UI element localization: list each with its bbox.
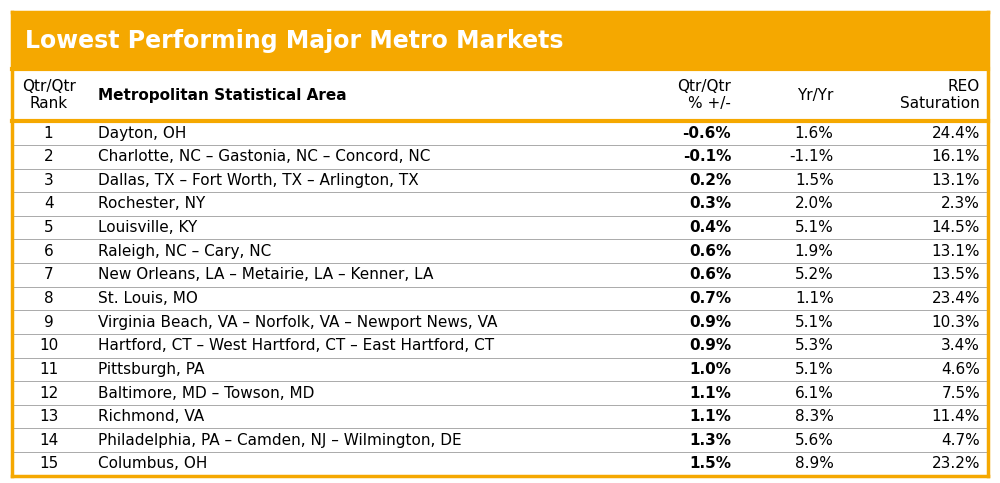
Text: 3: 3 xyxy=(44,173,53,188)
Text: 16.1%: 16.1% xyxy=(932,149,980,164)
Text: 1.3%: 1.3% xyxy=(689,433,731,448)
Bar xyxy=(12,357,988,381)
Text: Qtr/Qtr
% +/-: Qtr/Qtr % +/- xyxy=(677,79,731,112)
Text: 7: 7 xyxy=(44,268,53,283)
Text: Philadelphia, PA – Camden, NJ – Wilmington, DE: Philadelphia, PA – Camden, NJ – Wilmingt… xyxy=(98,433,462,448)
Text: New Orleans, LA – Metairie, LA – Kenner, LA: New Orleans, LA – Metairie, LA – Kenner,… xyxy=(98,268,434,283)
Text: 5.1%: 5.1% xyxy=(795,314,834,329)
Bar xyxy=(12,334,988,357)
Text: 0.7%: 0.7% xyxy=(689,291,731,306)
Text: 8.9%: 8.9% xyxy=(795,456,834,471)
Text: Virginia Beach, VA – Norfolk, VA – Newport News, VA: Virginia Beach, VA – Norfolk, VA – Newpo… xyxy=(98,314,498,329)
Bar xyxy=(12,428,988,452)
Bar xyxy=(12,216,988,240)
Text: 5.2%: 5.2% xyxy=(795,268,834,283)
Text: Rochester, NY: Rochester, NY xyxy=(98,197,205,212)
Bar xyxy=(12,12,988,69)
Text: 1: 1 xyxy=(44,126,53,141)
Text: Hartford, CT – West Hartford, CT – East Hartford, CT: Hartford, CT – West Hartford, CT – East … xyxy=(98,338,494,353)
Text: 15: 15 xyxy=(39,456,58,471)
Text: 1.1%: 1.1% xyxy=(689,385,731,400)
Text: Raleigh, NC – Cary, NC: Raleigh, NC – Cary, NC xyxy=(98,244,271,259)
Text: 0.3%: 0.3% xyxy=(689,197,731,212)
Text: 13.1%: 13.1% xyxy=(932,173,980,188)
Text: Yr/Yr: Yr/Yr xyxy=(797,87,834,103)
Text: 0.9%: 0.9% xyxy=(689,314,731,329)
Text: -1.1%: -1.1% xyxy=(789,149,834,164)
Text: Lowest Performing Major Metro Markets: Lowest Performing Major Metro Markets xyxy=(25,28,564,53)
Text: 1.6%: 1.6% xyxy=(795,126,834,141)
Text: 1.1%: 1.1% xyxy=(689,409,731,424)
Text: 4.6%: 4.6% xyxy=(941,362,980,377)
Bar xyxy=(12,263,988,287)
Text: Dayton, OH: Dayton, OH xyxy=(98,126,187,141)
Bar xyxy=(12,192,988,216)
Text: 13.1%: 13.1% xyxy=(932,244,980,259)
Text: 14.5%: 14.5% xyxy=(932,220,980,235)
Text: 1.5%: 1.5% xyxy=(795,173,834,188)
Text: 9: 9 xyxy=(44,314,53,329)
Text: 5: 5 xyxy=(44,220,53,235)
Text: Dallas, TX – Fort Worth, TX – Arlington, TX: Dallas, TX – Fort Worth, TX – Arlington,… xyxy=(98,173,419,188)
Text: 2.3%: 2.3% xyxy=(941,197,980,212)
Text: Pittsburgh, PA: Pittsburgh, PA xyxy=(98,362,205,377)
Text: 11: 11 xyxy=(39,362,58,377)
Text: St. Louis, MO: St. Louis, MO xyxy=(98,291,198,306)
Text: 0.6%: 0.6% xyxy=(689,244,731,259)
Text: 5.3%: 5.3% xyxy=(795,338,834,353)
Text: 6: 6 xyxy=(44,244,53,259)
Text: 0.9%: 0.9% xyxy=(689,338,731,353)
Text: 1.5%: 1.5% xyxy=(689,456,731,471)
Text: 3.4%: 3.4% xyxy=(941,338,980,353)
Text: 1.0%: 1.0% xyxy=(689,362,731,377)
Text: 1.1%: 1.1% xyxy=(795,291,834,306)
Text: 8.3%: 8.3% xyxy=(795,409,834,424)
Text: 2: 2 xyxy=(44,149,53,164)
Text: 14: 14 xyxy=(39,433,58,448)
Text: -0.1%: -0.1% xyxy=(683,149,731,164)
Bar xyxy=(12,381,988,405)
Text: 0.4%: 0.4% xyxy=(689,220,731,235)
Text: Metropolitan Statistical Area: Metropolitan Statistical Area xyxy=(98,87,347,103)
Text: 4: 4 xyxy=(44,197,53,212)
Bar xyxy=(12,169,988,192)
Text: 7.5%: 7.5% xyxy=(941,385,980,400)
Text: Columbus, OH: Columbus, OH xyxy=(98,456,208,471)
Bar xyxy=(12,310,988,334)
Bar xyxy=(12,145,988,169)
Text: 0.2%: 0.2% xyxy=(689,173,731,188)
Text: 8: 8 xyxy=(44,291,53,306)
Text: 13: 13 xyxy=(39,409,58,424)
Text: Qtr/Qtr
Rank: Qtr/Qtr Rank xyxy=(22,79,76,112)
Text: 24.4%: 24.4% xyxy=(932,126,980,141)
Text: 12: 12 xyxy=(39,385,58,400)
Text: 23.2%: 23.2% xyxy=(932,456,980,471)
Text: 6.1%: 6.1% xyxy=(795,385,834,400)
Text: Baltimore, MD – Towson, MD: Baltimore, MD – Towson, MD xyxy=(98,385,315,400)
Bar xyxy=(12,405,988,428)
Text: 0.6%: 0.6% xyxy=(689,268,731,283)
Text: Louisville, KY: Louisville, KY xyxy=(98,220,197,235)
Text: 13.5%: 13.5% xyxy=(932,268,980,283)
Bar xyxy=(12,121,988,145)
Text: 5.1%: 5.1% xyxy=(795,220,834,235)
Text: 10: 10 xyxy=(39,338,58,353)
Bar xyxy=(12,287,988,310)
Bar xyxy=(12,240,988,263)
Text: 5.1%: 5.1% xyxy=(795,362,834,377)
Text: Charlotte, NC – Gastonia, NC – Concord, NC: Charlotte, NC – Gastonia, NC – Concord, … xyxy=(98,149,431,164)
Bar xyxy=(12,452,988,476)
Text: 10.3%: 10.3% xyxy=(932,314,980,329)
Text: 1.9%: 1.9% xyxy=(795,244,834,259)
Text: -0.6%: -0.6% xyxy=(682,126,731,141)
Text: 11.4%: 11.4% xyxy=(932,409,980,424)
Text: REO
Saturation: REO Saturation xyxy=(900,79,980,112)
Text: 4.7%: 4.7% xyxy=(941,433,980,448)
Text: 2.0%: 2.0% xyxy=(795,197,834,212)
Text: 5.6%: 5.6% xyxy=(795,433,834,448)
Text: 23.4%: 23.4% xyxy=(932,291,980,306)
Text: Richmond, VA: Richmond, VA xyxy=(98,409,204,424)
